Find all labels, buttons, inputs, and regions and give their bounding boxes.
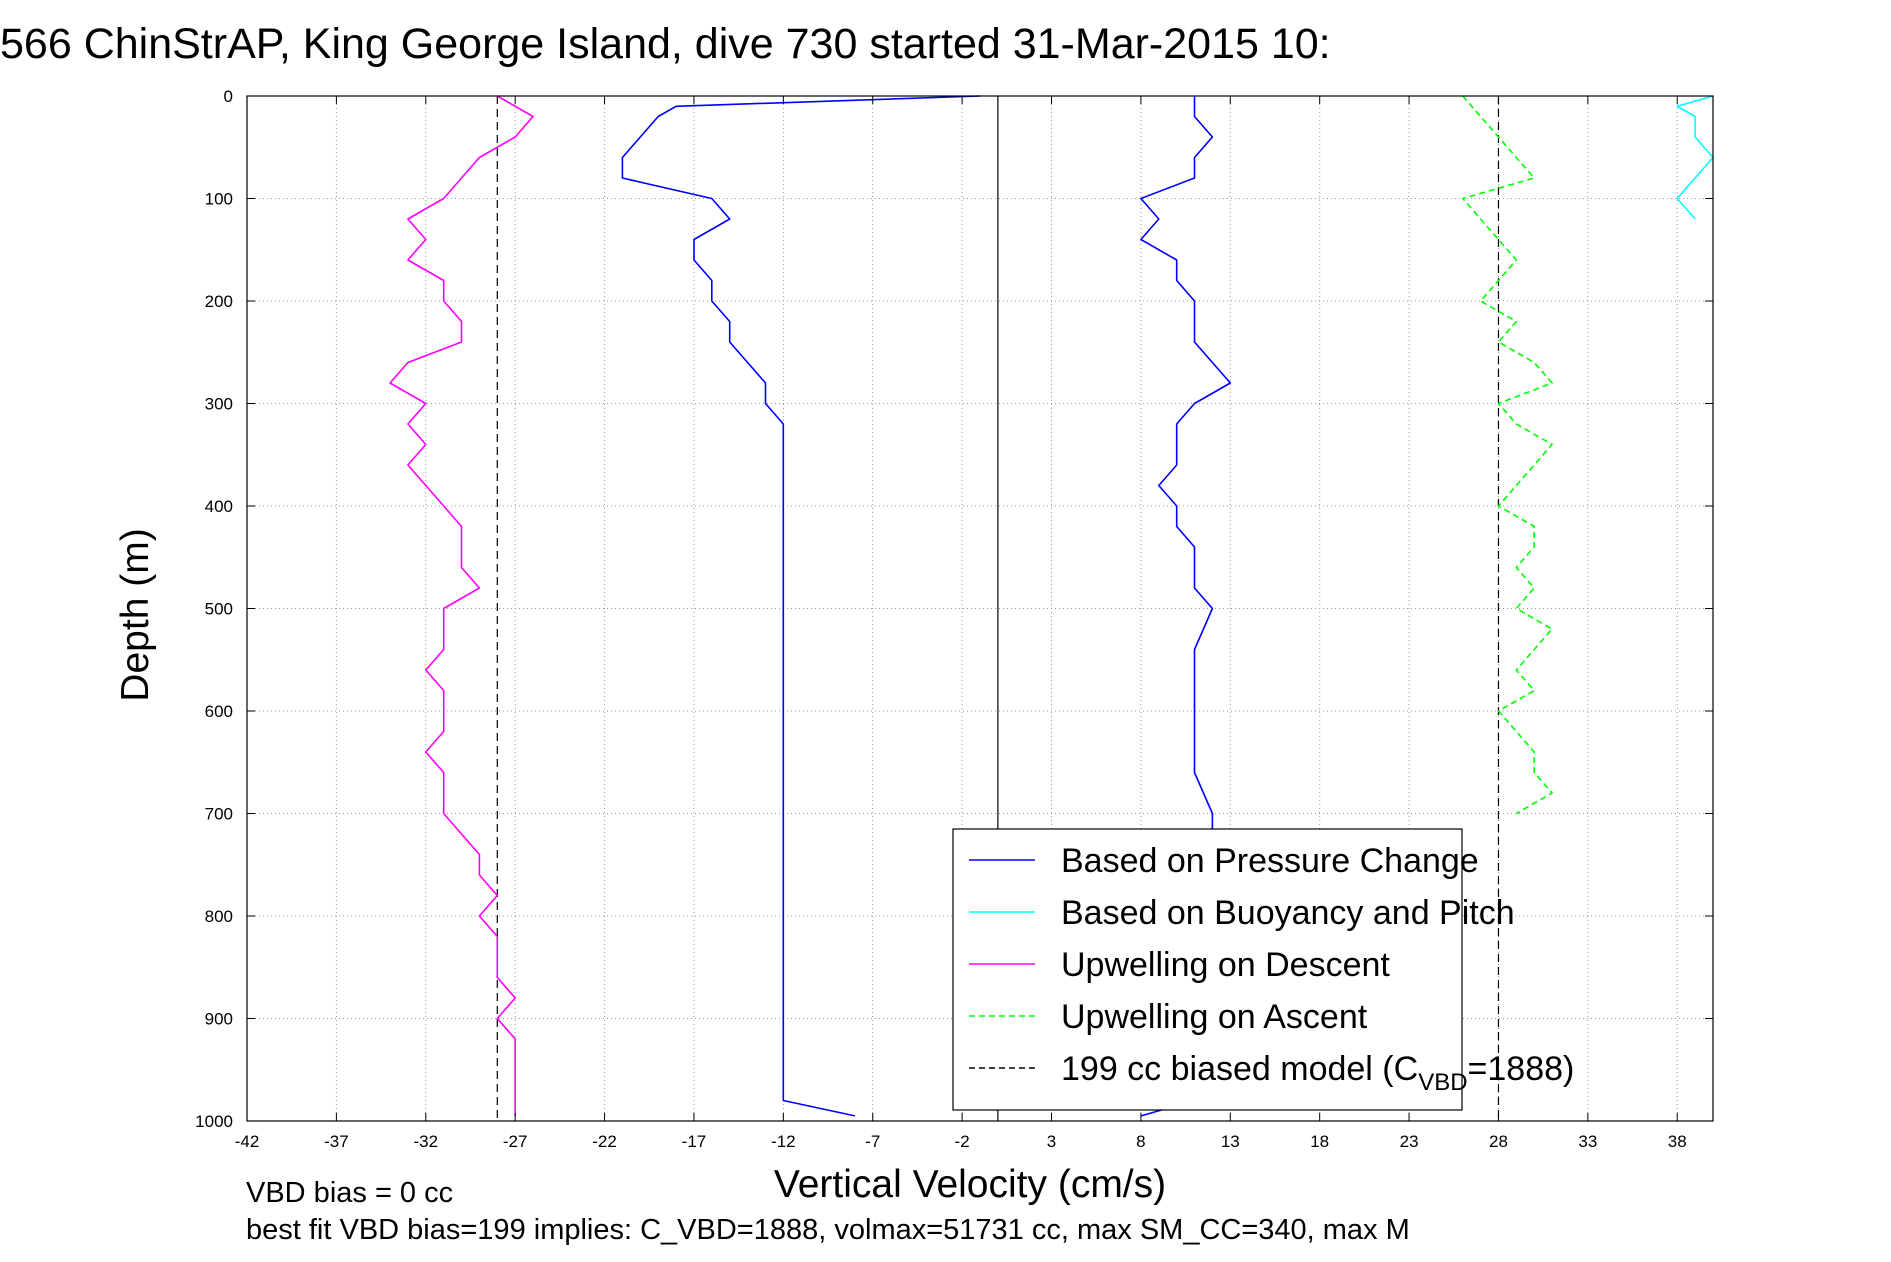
y-tick-label: 1000 [195,1112,233,1131]
x-tick-label: 33 [1578,1132,1597,1151]
vbd-bias-note: VBD bias = 0 cc [246,1177,453,1209]
x-tick-label: -22 [592,1132,617,1151]
series-line [1676,95,1714,220]
x-tick-label: 38 [1668,1132,1687,1151]
x-tick-label: -7 [865,1132,880,1151]
best-fit-note: best fit VBD bias=199 implies: C_VBD=188… [246,1214,1410,1246]
series-line [621,95,981,1117]
y-tick-label: 900 [205,1010,233,1029]
x-tick-label: -27 [503,1132,528,1151]
y-axis-label: Depth (m) [114,528,157,701]
x-tick-label: -12 [771,1132,796,1151]
y-axis-ticks: 0 100 200 300 400 500 600 700 800 900 1000 [195,87,1713,1131]
legend-label: Based on Pressure Change [1061,842,1479,880]
x-tick-label: 8 [1136,1132,1145,1151]
y-tick-label: 600 [205,702,233,721]
y-tick-label: 700 [205,805,233,824]
x-tick-label: 23 [1400,1132,1419,1151]
y-tick-label: 800 [205,907,233,926]
legend-box [952,828,1463,1111]
y-tick-label: 100 [205,190,233,209]
legend-label: Based on Buoyancy and Pitch [1061,894,1515,932]
x-tick-label: 18 [1310,1132,1329,1151]
x-axis-label: Vertical Velocity (cm/s) [774,1163,1166,1206]
legend-label: 199 cc biased model (CVBD=1888) [1061,1050,1574,1096]
x-tick-label: 28 [1489,1132,1508,1151]
y-tick-label: 400 [205,497,233,516]
legend-label: Upwelling on Ascent [1061,998,1368,1036]
x-tick-label: -32 [413,1132,438,1151]
x-tick-label: -37 [324,1132,349,1151]
series-line [1461,95,1553,815]
x-tick-label: -42 [235,1132,260,1151]
legend-label: Upwelling on Descent [1061,946,1390,984]
y-tick-label: 300 [205,395,233,414]
x-tick-label: -17 [682,1132,707,1151]
x-tick-label: 13 [1221,1132,1240,1151]
x-tick-label: -2 [955,1132,970,1151]
chart-title: 566 ChinStrAP, King George Island, dive … [0,20,1331,68]
x-tick-label: 3 [1047,1132,1056,1151]
legend: Based on Pressure Change Based on Buoyanc… [952,828,1574,1111]
series-line [389,95,534,1116]
y-tick-label: 500 [205,600,233,619]
y-tick-label: 200 [205,292,233,311]
x-axis-ticks: -42 -37 -32 -27 -22 -17 -12 -7 -2 3 8 13 18 23 28 33 38 [235,96,1687,1151]
y-tick-label: 0 [224,87,233,106]
